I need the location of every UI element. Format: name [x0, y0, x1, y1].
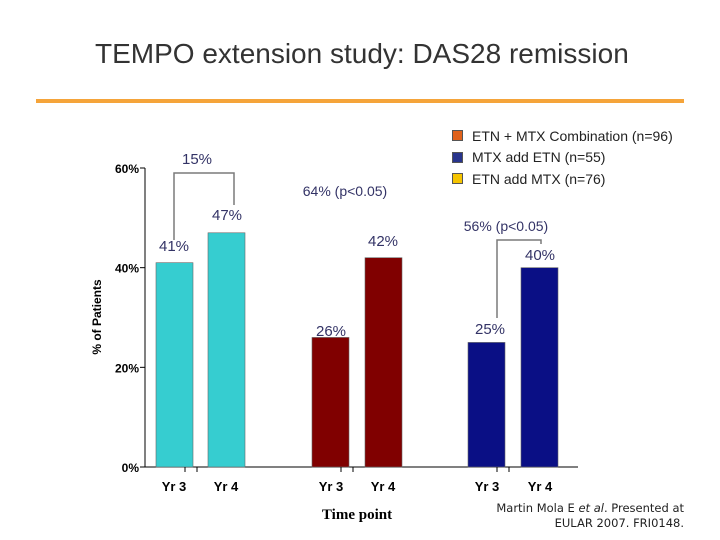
bracket	[173, 172, 235, 240]
x-category-label: Yr 3	[162, 479, 187, 494]
bar	[364, 257, 403, 468]
citation-presented: . Presented at	[603, 501, 684, 515]
y-tick-label: 60%	[115, 162, 139, 176]
legend-item: MTX add ETN (n=55)	[452, 147, 673, 169]
y-tick-label: 0%	[122, 461, 140, 475]
data-label: 47%	[212, 207, 242, 224]
y-axis-title: % of Patients	[90, 279, 104, 355]
x-category-label: Yr 4	[371, 479, 396, 494]
legend-item: ETN add MTX (n=76)	[452, 168, 673, 190]
legend-swatch	[452, 151, 463, 163]
legend-label: ETN add MTX (n=76)	[472, 170, 606, 187]
citation-etal: et al	[578, 501, 604, 515]
data-label: 42%	[368, 233, 398, 250]
bracket	[496, 239, 542, 318]
bar	[467, 342, 506, 468]
data-label: 40%	[525, 247, 555, 264]
bracket-label: 56% (p<0.05)	[464, 218, 548, 234]
x-axis-title: Time point	[322, 507, 392, 523]
bar	[311, 337, 350, 468]
significance-label: 64% (p<0.05)	[303, 183, 387, 199]
slide-title: TEMPO extension study: DAS28 remission	[95, 38, 629, 69]
x-category-label: Yr 3	[319, 479, 344, 494]
citation-venue: EULAR 2007. FRI0148.	[554, 516, 684, 530]
x-category-label: Yr 4	[528, 479, 553, 494]
y-tick-label: 40%	[115, 262, 139, 276]
bar	[520, 267, 559, 468]
x-category-label: Yr 3	[475, 479, 500, 494]
legend-swatch	[452, 130, 463, 142]
legend-item: ETN + MTX Combination (n=96)	[452, 125, 673, 147]
citation: Martin Mola E et al. Presented at EULAR …	[470, 501, 684, 531]
legend-label: ETN + MTX Combination (n=96)	[472, 127, 673, 144]
bracket-label: 15%	[182, 151, 212, 168]
bar	[207, 232, 246, 468]
data-label: 26%	[316, 323, 346, 340]
bar	[155, 262, 194, 468]
legend-label: MTX add ETN (n=55)	[472, 149, 606, 166]
y-tick-label: 20%	[115, 361, 139, 375]
title-rule	[36, 99, 684, 103]
x-category-label: Yr 4	[214, 479, 239, 494]
data-label: 25%	[475, 321, 505, 338]
data-label: 41%	[159, 238, 189, 255]
legend: ETN + MTX Combination (n=96) MTX add ETN…	[452, 125, 673, 190]
legend-swatch	[452, 173, 463, 185]
citation-author: Martin Mola E	[496, 501, 579, 515]
